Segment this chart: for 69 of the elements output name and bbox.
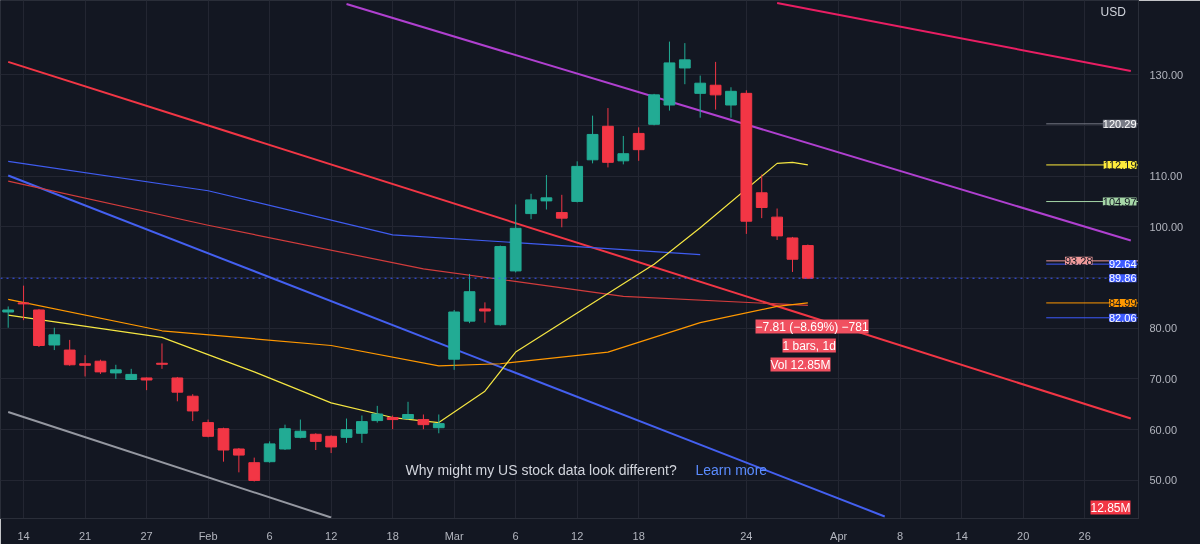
x-tick-label: 12	[571, 529, 584, 542]
x-tick-label: 27	[140, 529, 153, 542]
candlestick	[79, 354, 91, 377]
x-tick-label: 18	[386, 529, 399, 542]
annotation: Learn more	[695, 461, 768, 478]
candlestick	[263, 440, 276, 464]
x-tick-label: 20	[1017, 529, 1030, 542]
candlestick	[356, 415, 368, 444]
ref-line-label: 82.06	[1108, 311, 1137, 324]
x-tick-label: 24	[740, 529, 753, 542]
ref-line-label: 92.64	[1108, 258, 1137, 271]
y-tick-label: 70.00	[1149, 372, 1178, 385]
y-tick-label: 60.00	[1149, 423, 1178, 436]
candlestick	[725, 86, 737, 119]
y-tick-label: 110.00	[1149, 170, 1183, 183]
x-tick-label: Feb	[198, 529, 218, 542]
candlestick	[63, 339, 76, 367]
x-tick-label: Apr	[830, 529, 848, 542]
candlestick	[540, 174, 553, 211]
y-tick-label: 50.00	[1149, 474, 1178, 487]
x-tick-label: 6	[512, 529, 519, 542]
x-tick-label: 6	[266, 529, 273, 542]
candlestick	[617, 135, 630, 165]
candlestick	[632, 126, 645, 162]
x-tick-label: 12	[325, 529, 338, 542]
annotation: 12.85M	[1090, 500, 1131, 515]
candlestick	[217, 427, 230, 463]
x-tick-label: 26	[1078, 529, 1091, 542]
candlestick	[479, 301, 491, 324]
candlestick	[17, 285, 30, 321]
candlestick	[232, 447, 245, 473]
candlestick	[525, 193, 537, 220]
candlestick	[186, 393, 199, 422]
candlestick	[340, 418, 353, 444]
y-tick-label: 130.00	[1149, 68, 1184, 81]
line-series	[7, 160, 701, 256]
candlestick	[709, 61, 722, 111]
y-tick-label: 100.00	[1149, 220, 1184, 233]
annotation: −7.81 (−8.69%) −781	[755, 319, 869, 334]
candlestick	[755, 174, 768, 219]
x-tick-label: 14	[17, 529, 30, 542]
candlestick	[694, 75, 707, 119]
x-tick-label: 14	[955, 529, 968, 542]
candlestick	[2, 305, 15, 329]
candlestick	[786, 236, 799, 273]
annotation: 1 bars, 1d	[782, 338, 836, 353]
line-series	[7, 180, 809, 307]
candlestick	[171, 376, 184, 402]
ref-line-label: 120.29	[1102, 117, 1137, 130]
x-tick-label: 21	[78, 529, 92, 542]
x-tick-label: Mar	[444, 529, 464, 542]
candlestick	[555, 194, 568, 228]
candlestick	[678, 42, 691, 85]
x-tick-label: 8	[897, 529, 904, 542]
ref-line-label: 112.19	[1103, 158, 1137, 171]
x-tick-label: 18	[632, 529, 645, 542]
candlestick	[279, 424, 291, 451]
candlestick	[48, 327, 61, 351]
y-tick-label: 80.00	[1149, 322, 1178, 335]
annotation: Why might my US stock data look different?	[405, 461, 678, 478]
candlestick	[156, 342, 168, 370]
ref-line-label: 104.97	[1102, 195, 1137, 208]
ref-line-label: 84.99	[1108, 296, 1137, 309]
ref-line-label: 93.28	[1064, 254, 1093, 267]
candlestick	[771, 208, 783, 241]
annotation: USD	[1100, 4, 1127, 19]
candlestick	[402, 401, 414, 421]
ref-line-label: 89.86	[1108, 272, 1137, 285]
candlestick	[432, 413, 445, 434]
